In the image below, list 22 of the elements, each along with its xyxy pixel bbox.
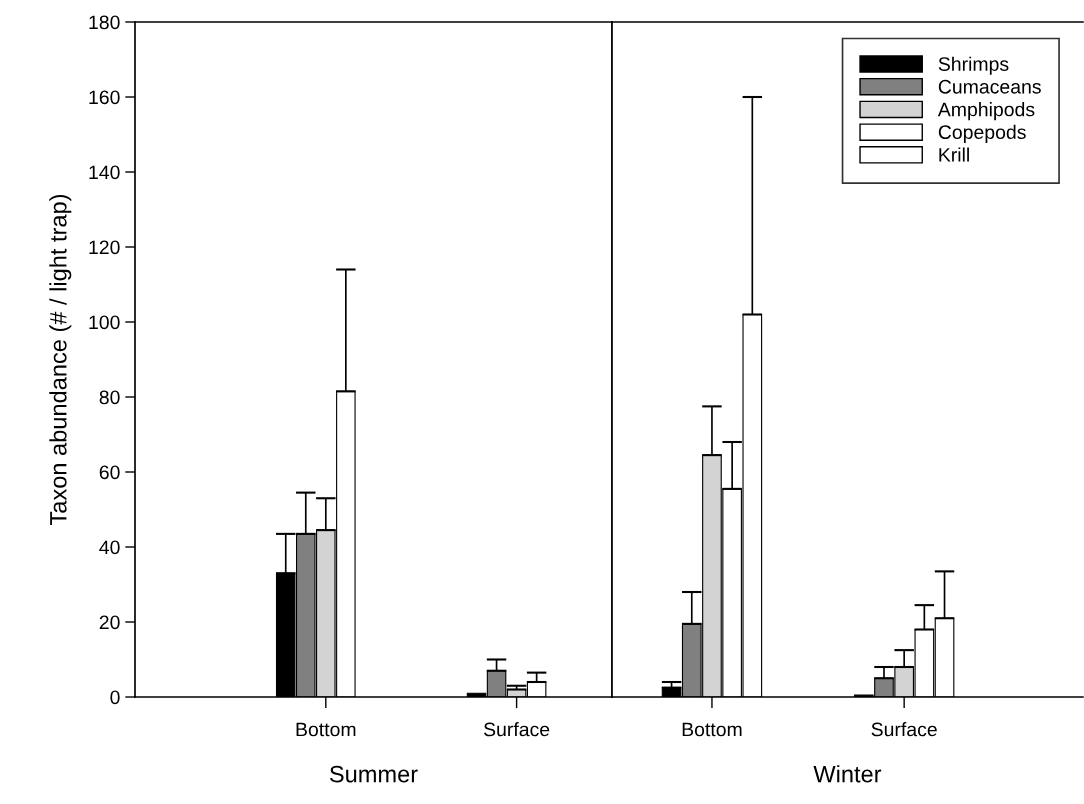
legend-label: Shrimps	[938, 56, 1009, 75]
y-tick-label: 40	[99, 540, 120, 555]
y-axis-title: Taxon abundance (# / light trap)	[49, 194, 72, 525]
x-axis-title: Summer	[329, 765, 418, 783]
x-tick-label: Surface	[483, 722, 550, 737]
legend-label: Amphipods	[937, 102, 1035, 121]
y-tick-label: 180	[89, 15, 120, 30]
x-axis-title: Winter	[813, 765, 882, 783]
y-tick-label: 140	[89, 165, 120, 180]
y-tick-label: 100	[89, 315, 120, 330]
y-tick-label: 60	[99, 465, 120, 480]
y-tick-label: 120	[89, 240, 120, 255]
legend-label: Krill	[939, 147, 969, 162]
y-tick-label: 160	[89, 90, 120, 105]
x-tick-label: Bottom	[682, 722, 742, 737]
y-tick-label: 80	[99, 390, 120, 405]
y-tick-label: 0	[110, 690, 120, 705]
x-tick-label: Bottom	[296, 722, 356, 737]
y-tick-label: 20	[99, 615, 120, 630]
legend-label: Cumaceans	[938, 79, 1041, 94]
legend-label: Copepods	[938, 124, 1026, 143]
x-tick-label: Surface	[871, 722, 937, 737]
